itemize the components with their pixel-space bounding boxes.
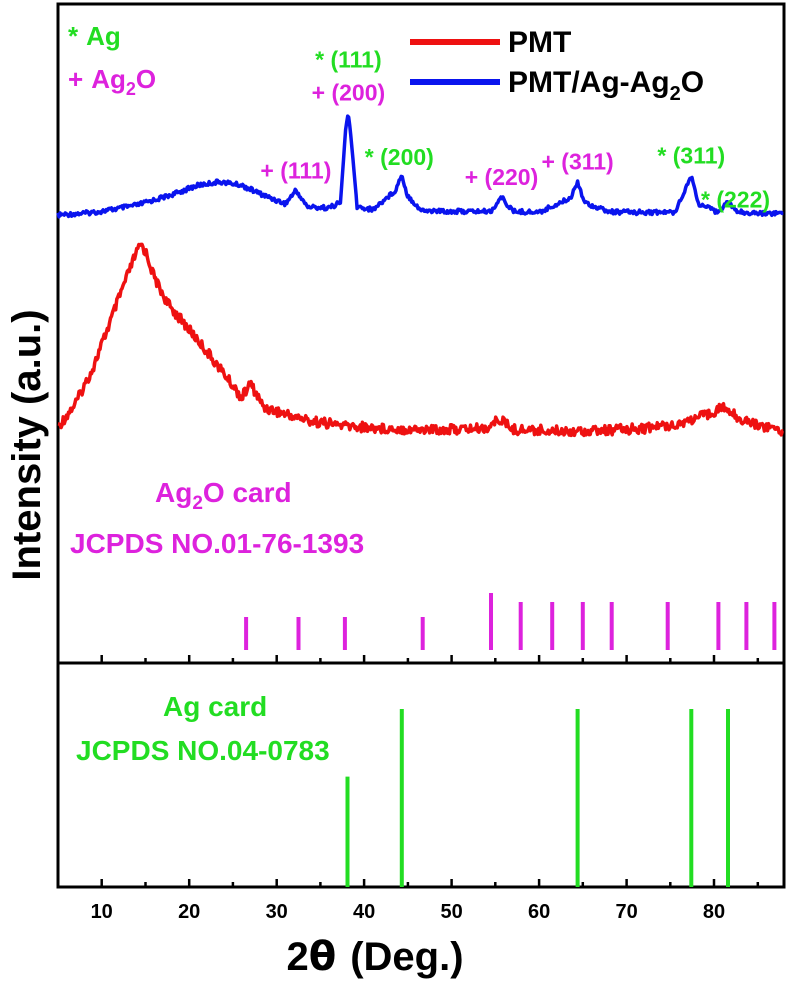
ag2o-card-title-main: Ag [155, 477, 192, 508]
phase-key-ag2o-main: Ag [91, 64, 126, 94]
ag2o-card-title: Ag2O card [155, 477, 292, 514]
x-axis-label-theta: θ [309, 934, 336, 980]
y-axis-label: Intensity (a.u.) [5, 309, 49, 580]
peak-label: * (222) [701, 186, 770, 212]
legend-label-pmt-ag-tail: O [681, 66, 704, 99]
x-tick-label: 30 [266, 901, 288, 923]
legend-label-pmt-ag-sub: 2 [670, 83, 681, 105]
x-axis-label-unit: (Deg.) [350, 935, 463, 979]
ag2o-card-title-tail: O card [203, 477, 292, 508]
x-tick-label: 50 [440, 901, 462, 923]
reference-lines [244, 593, 777, 887]
ag2o-card-title-sub: 2 [192, 493, 203, 514]
peak-label: * (111) [315, 46, 382, 72]
peak-label: + (111) [260, 157, 331, 183]
ag2o-card-jcpds: JCPDS NO.01-76-1393 [70, 528, 364, 559]
series-line-pmt_ag [56, 114, 785, 219]
lower-panel-frame [56, 661, 786, 889]
legend-label-pmt-ag-main: PMT/Ag-Ag [508, 66, 670, 99]
peak-labels: + (111) * (111) + (200) * (200) + (220)+ (31… [260, 46, 770, 212]
x-tick-label: 40 [353, 901, 375, 923]
peak-label: + (311) [541, 148, 613, 174]
peak-label: * (311) [657, 142, 725, 168]
legend: PMT PMT/Ag-Ag2O [410, 26, 704, 105]
ag-card-jcpds: JCPDS NO.04-0783 [76, 735, 330, 766]
phase-key-ag: * Ag [68, 21, 121, 51]
peak-label: * (200) [365, 144, 434, 170]
x-axis-label: 2θ (Deg.) [286, 934, 463, 980]
x-tick-label: 60 [528, 901, 550, 923]
series-line-pmt [57, 242, 785, 438]
x-tick-label: 20 [178, 901, 200, 923]
ag-card-title: Ag card [163, 691, 267, 722]
x-axis-ticks: 10 20 30 40 50 60 70 80 [56, 655, 760, 923]
phase-key-ag-main: Ag [86, 21, 121, 51]
peak-label: + (200) [312, 79, 386, 105]
x-tick-label: 70 [615, 901, 637, 923]
phase-key-ag-symbol: * [68, 21, 79, 51]
phase-key-ag2o-tail: O [136, 64, 156, 94]
peak-label: + (220) [465, 164, 539, 190]
x-axis-label-prefix: 2 [286, 935, 308, 979]
legend-label-pmt-ag: PMT/Ag-Ag2O [508, 66, 704, 105]
phase-key-ag2o-sub: 2 [126, 79, 136, 99]
x-tick-label: 10 [91, 901, 113, 923]
x-tick-label: 80 [703, 901, 725, 923]
phase-key-ag2o-symbol: + [68, 64, 83, 94]
phase-key-ag2o: + Ag2O [68, 64, 156, 99]
series-layer [56, 114, 785, 438]
legend-label-pmt: PMT [508, 26, 571, 59]
